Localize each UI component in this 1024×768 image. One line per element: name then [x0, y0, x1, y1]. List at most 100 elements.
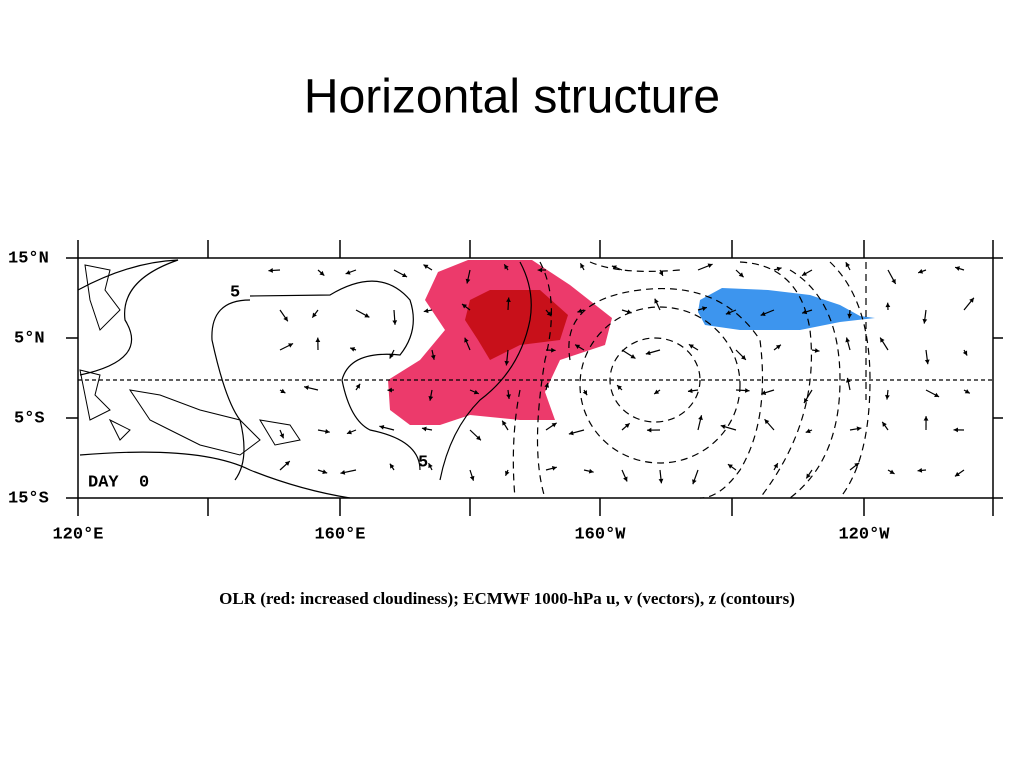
- wind-vector: [954, 266, 965, 271]
- vector-head: [707, 263, 713, 269]
- vector-head: [954, 471, 960, 477]
- wind-vector: [760, 309, 775, 316]
- vector-head: [845, 337, 851, 343]
- wind-vector: [653, 389, 661, 395]
- vector-head: [544, 382, 550, 388]
- vector-head: [645, 350, 651, 356]
- vector-head: [654, 298, 659, 304]
- olr-negative: [698, 288, 875, 330]
- vector-head: [423, 308, 429, 314]
- wind-vector: [688, 343, 699, 351]
- map-frame: [77, 257, 994, 499]
- vector-head: [504, 264, 509, 270]
- wind-vector: [725, 309, 737, 315]
- wind-vector: [279, 460, 291, 471]
- wind-vector: [279, 388, 286, 394]
- vector-head: [773, 463, 778, 469]
- vector-head: [776, 266, 782, 272]
- vector-head: [364, 313, 370, 318]
- map: 5 5 DAY 0 15°N 5°N 5°S 15°S 120°E 160°E …: [8, 240, 1003, 544]
- vector-head: [476, 435, 481, 441]
- vector-head: [387, 387, 392, 393]
- wind-vector: [917, 269, 927, 274]
- vector-head: [692, 479, 697, 485]
- vector-head: [551, 347, 556, 353]
- wind-vector: [811, 348, 820, 353]
- vector-head: [741, 355, 746, 360]
- vector-head: [288, 343, 294, 348]
- wind-vector: [879, 337, 889, 351]
- wind-vector: [764, 418, 775, 431]
- wind-vector: [506, 389, 511, 399]
- vector-head: [688, 344, 694, 349]
- wind-vector: [317, 269, 325, 277]
- wind-vector: [801, 269, 813, 277]
- wind-vector: [469, 469, 475, 481]
- vector-head: [322, 469, 328, 474]
- wind-vector: [421, 426, 433, 432]
- vector-head: [698, 415, 703, 421]
- vector-head: [546, 311, 552, 317]
- wind-vector: [503, 264, 509, 271]
- wind-vector: [279, 429, 285, 439]
- wind-vector: [423, 308, 433, 314]
- vector-head: [687, 388, 693, 394]
- vector-head: [885, 302, 891, 308]
- vector-head: [801, 271, 807, 276]
- coastlines: [79, 264, 301, 456]
- wind-vector: [506, 297, 511, 311]
- vector-head: [506, 394, 511, 399]
- lon-label: 120°E: [52, 525, 103, 544]
- wind-vector: [579, 263, 585, 271]
- vector-head: [854, 462, 860, 468]
- wind-vector: [355, 383, 361, 391]
- wind-vector: [317, 429, 330, 434]
- wind-vector: [646, 427, 661, 433]
- vector-head: [725, 310, 731, 315]
- wind-vector: [697, 415, 703, 431]
- wind-vector: [658, 469, 664, 484]
- wind-vector: [923, 416, 929, 431]
- vector-head: [611, 265, 617, 270]
- wind-vector: [464, 337, 471, 351]
- wind-vector: [315, 337, 321, 351]
- vector-head: [268, 268, 273, 273]
- vector-head: [580, 263, 585, 269]
- vector-head: [379, 425, 385, 430]
- vector-head: [577, 308, 583, 314]
- wind-vector: [654, 298, 661, 311]
- wind-vector: [735, 269, 744, 278]
- wind-vector: [430, 349, 436, 360]
- panel-label: DAY 0: [88, 473, 149, 492]
- vector-head: [623, 476, 628, 482]
- wind-vector: [504, 469, 510, 476]
- wind-vector: [303, 385, 319, 391]
- wind-vector: [349, 347, 357, 352]
- vector-head: [506, 297, 511, 303]
- wind-vector: [611, 265, 623, 271]
- wind-vector: [428, 462, 433, 471]
- vector-head: [806, 473, 811, 479]
- lon-label: 160°E: [314, 525, 365, 544]
- vector-head: [924, 359, 930, 365]
- vector-head: [568, 430, 574, 436]
- wind-vector: [389, 349, 395, 359]
- wind-vector: [727, 463, 737, 471]
- wind-vector: [621, 309, 632, 314]
- wind-vector: [501, 420, 509, 431]
- vector-head: [283, 316, 288, 322]
- vector-head: [340, 470, 346, 475]
- wind-vector: [469, 429, 482, 441]
- vector-head: [658, 270, 664, 276]
- vector-head: [761, 390, 767, 395]
- wind-vector: [574, 344, 585, 351]
- vector-head: [505, 470, 510, 476]
- vector-head: [720, 424, 726, 430]
- vector-head: [428, 463, 433, 469]
- wind-vector: [735, 349, 747, 361]
- wind-vector: [885, 389, 890, 400]
- wind-vector: [621, 349, 636, 359]
- wind-vector: [887, 269, 897, 285]
- vector-head: [775, 344, 781, 350]
